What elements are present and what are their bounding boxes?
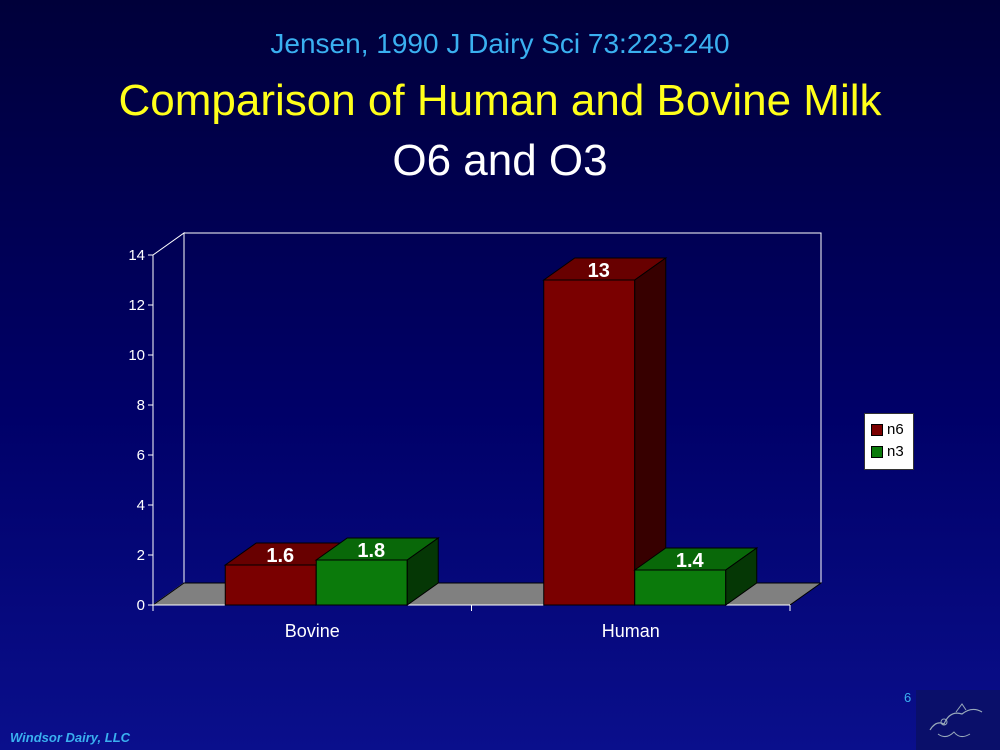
y-tick-label: 6 [137,447,145,464]
x-axis: Bovine Human [152,604,791,641]
data-label-n6-bovine: 1.6 [266,545,294,567]
company-logo [916,690,1000,750]
data-label-n3-human: 1.4 [676,550,705,572]
legend: n6 n3 [864,413,914,470]
legend-swatch-n3 [871,446,883,459]
bar-n3-human-side [725,547,758,606]
y-tick-label: 2 [137,547,145,564]
x-category-label: Bovine [285,621,340,641]
y-axis: 0 2 4 6 8 10 12 14 [128,247,154,614]
bar-n6-bovine-front [224,564,317,606]
legend-item-n3: n3 [871,443,904,461]
y-tick-label: 10 [128,347,145,364]
bars [223,257,759,606]
plot-back-wall [183,232,822,584]
bar-n6-human-front [543,279,636,606]
bar-labels: 1.6 1.8 13 1.4 [266,260,704,572]
legend-swatch-n6 [871,424,883,437]
y-tick-label: 14 [128,247,145,264]
y-tick-label: 4 [137,497,145,514]
y-tick-label: 12 [128,297,145,314]
company-name: Windsor Dairy, LLC [10,730,131,745]
bar-n3-bovine-front [315,559,408,606]
bar-n3-human-front [634,569,727,606]
legend-label-n3: n3 [887,443,904,460]
data-label-n6-human: 13 [588,260,610,282]
data-label-n3-bovine: 1.8 [357,540,385,562]
x-category-label: Human [602,621,660,641]
slide-title: Comparison of Human and Bovine Milk [118,76,882,125]
y-tick-label: 0 [137,597,145,614]
legend-item-n6: n6 [871,421,904,439]
bar-n3-bovine-side [406,537,439,606]
page-number: 6 [904,690,912,705]
legend-label-n6: n6 [887,421,904,438]
citation: Jensen, 1990 J Dairy Sci 73:223-240 [270,28,730,59]
y-tick-label: 8 [137,397,145,414]
plot-side-wall [152,232,185,606]
slide-subtitle: O6 and O3 [392,136,608,185]
